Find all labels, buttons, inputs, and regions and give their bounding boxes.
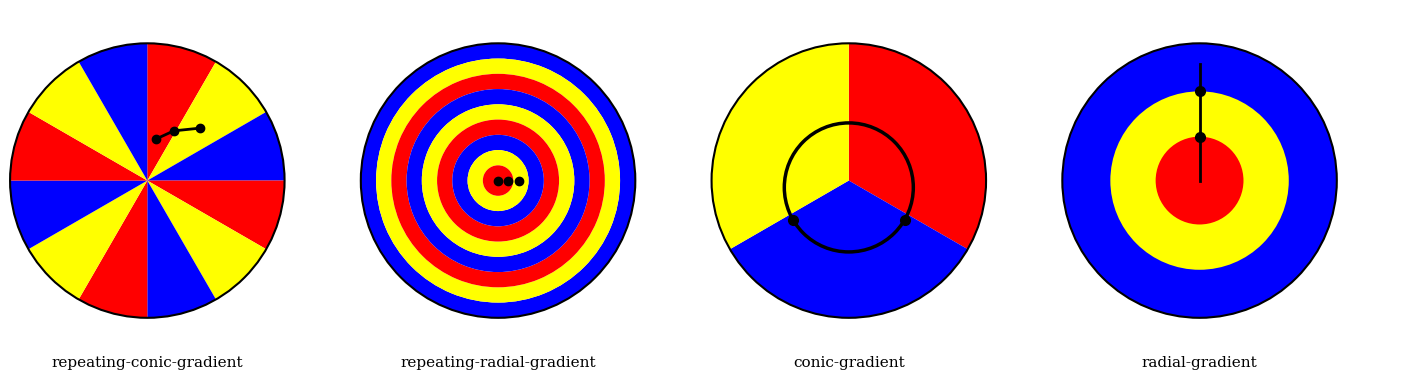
Wedge shape xyxy=(147,180,285,249)
Wedge shape xyxy=(79,43,147,180)
Wedge shape xyxy=(467,150,529,211)
Wedge shape xyxy=(10,112,147,180)
Wedge shape xyxy=(147,180,267,299)
Wedge shape xyxy=(361,43,636,318)
Wedge shape xyxy=(147,180,216,318)
Wedge shape xyxy=(407,89,589,272)
Wedge shape xyxy=(28,180,147,299)
Wedge shape xyxy=(391,74,605,287)
Text: repeating-conic-gradient: repeating-conic-gradient xyxy=(52,356,243,370)
Text: conic-gradient: conic-gradient xyxy=(793,356,905,370)
Wedge shape xyxy=(147,112,285,180)
Wedge shape xyxy=(79,180,147,318)
Circle shape xyxy=(1110,91,1289,270)
Wedge shape xyxy=(452,135,544,226)
Wedge shape xyxy=(849,43,986,249)
Circle shape xyxy=(1156,136,1243,224)
Wedge shape xyxy=(10,180,147,249)
Text: radial-gradient: radial-gradient xyxy=(1142,356,1257,370)
Wedge shape xyxy=(422,104,574,257)
Wedge shape xyxy=(438,120,558,241)
Circle shape xyxy=(1062,43,1337,318)
Wedge shape xyxy=(730,180,968,318)
Wedge shape xyxy=(147,43,216,180)
Wedge shape xyxy=(28,62,147,180)
Text: repeating-radial-gradient: repeating-radial-gradient xyxy=(400,356,596,370)
Wedge shape xyxy=(376,59,620,303)
Wedge shape xyxy=(483,165,513,196)
Wedge shape xyxy=(147,62,267,180)
Wedge shape xyxy=(711,43,849,249)
